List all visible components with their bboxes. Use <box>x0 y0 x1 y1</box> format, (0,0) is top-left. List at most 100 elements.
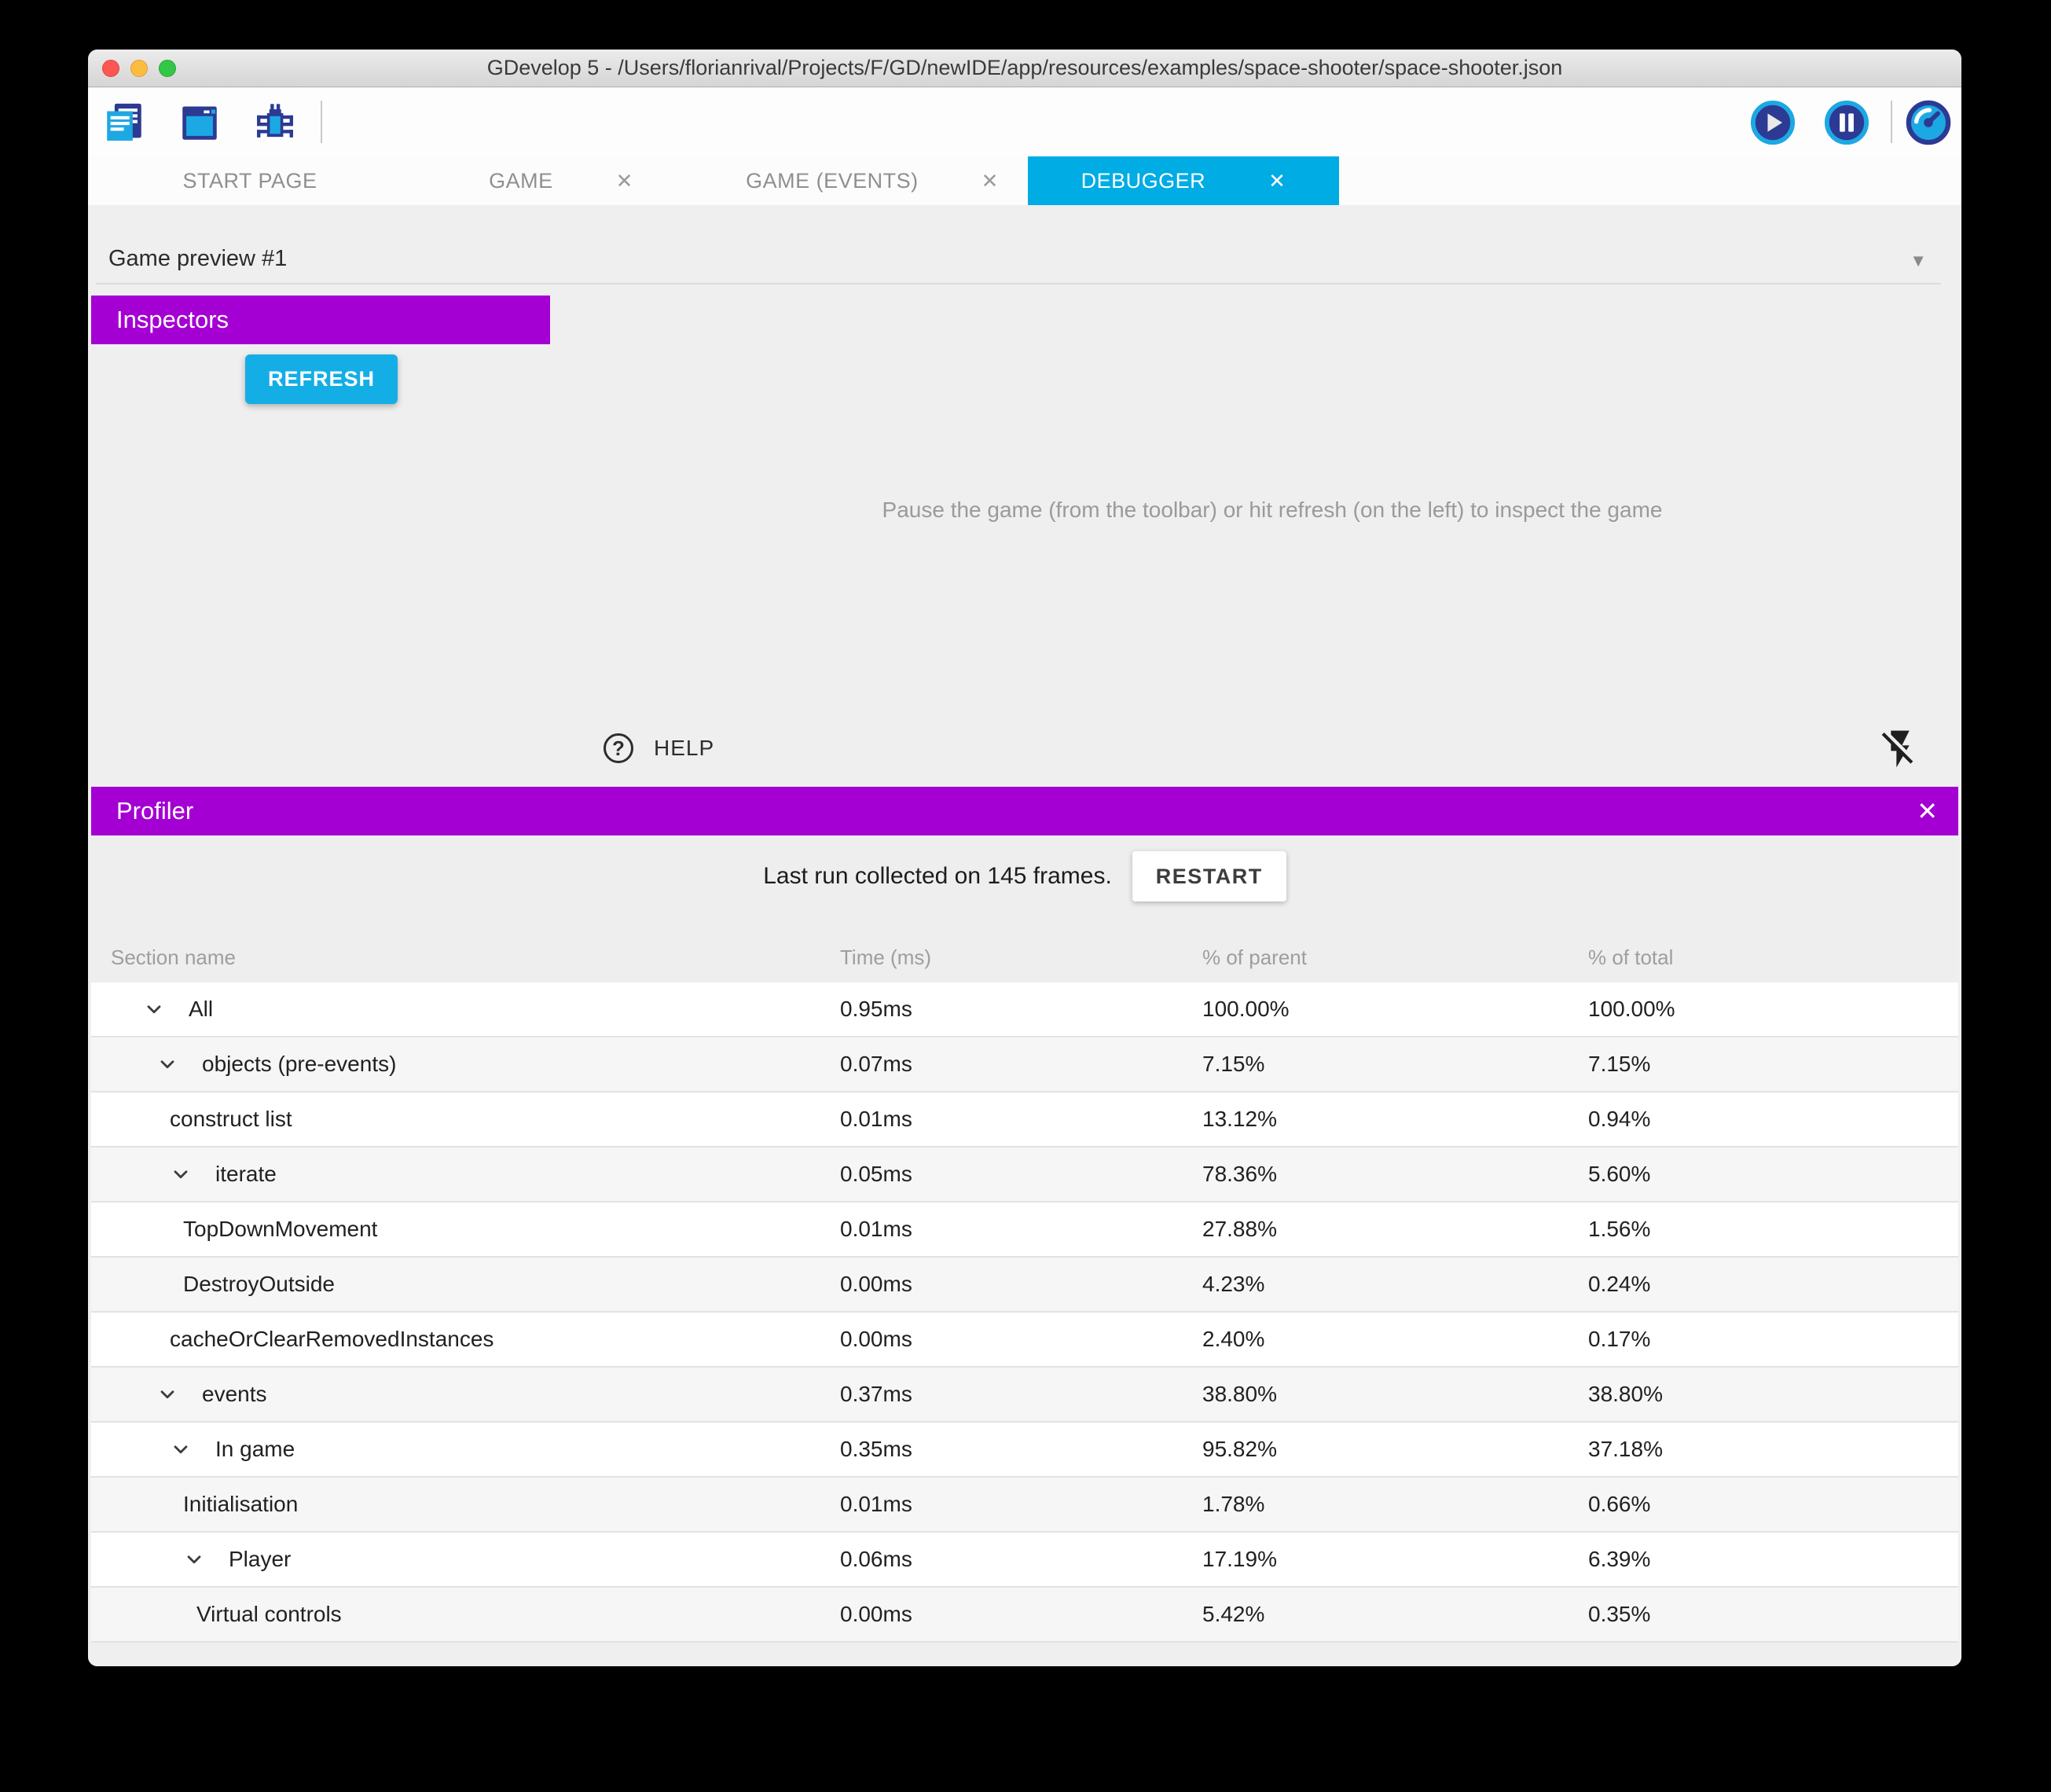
close-tab-icon[interactable]: ✕ <box>981 168 999 193</box>
section-name: events <box>202 1382 267 1406</box>
zoom-window-button[interactable] <box>159 60 176 77</box>
time-cell: 0.37ms <box>840 1382 912 1406</box>
time-cell: 0.00ms <box>840 1602 912 1626</box>
profiler-summary: Last run collected on 145 frames. <box>763 863 1112 889</box>
chevron-down-icon[interactable] <box>170 1438 192 1460</box>
percent-parent-cell: 5.42% <box>1202 1602 1265 1626</box>
close-tab-icon[interactable]: ✕ <box>1268 168 1286 193</box>
preview-selector-value: Game preview #1 <box>108 246 288 271</box>
debug-bug-icon <box>257 104 293 138</box>
play-button[interactable] <box>1749 99 1796 146</box>
time-cell: 0.06ms <box>840 1547 912 1571</box>
debugger-button[interactable] <box>251 99 299 146</box>
table-row[interactable]: Player 0.06ms 17.19% 6.39% <box>91 1533 1958 1588</box>
column-header-parent: % of parent <box>1202 946 1307 969</box>
tab-start-page[interactable]: START PAGE <box>94 156 405 205</box>
restart-button[interactable]: RESTART <box>1132 851 1286 902</box>
tab-label: START PAGE <box>182 168 317 193</box>
tab-game-events[interactable]: GAME (EVENTS) ✕ <box>717 156 1028 205</box>
title-bar: GDevelop 5 - /Users/florianrival/Project… <box>88 50 1961 87</box>
pause-button[interactable] <box>1823 99 1870 146</box>
table-row[interactable]: events 0.37ms 38.80% 38.80% <box>91 1368 1958 1423</box>
time-cell: 0.01ms <box>840 1217 912 1241</box>
traffic-lights <box>102 60 176 77</box>
close-profiler-icon[interactable]: ✕ <box>1917 797 1938 825</box>
table-row[interactable]: In game 0.35ms 95.82% 37.18% <box>91 1423 1958 1478</box>
play-icon <box>1750 100 1796 145</box>
section-name-cell: Initialisation <box>91 1478 298 1531</box>
preview-selector[interactable]: Game preview #1 ▼ <box>88 237 1961 285</box>
column-header-section: Section name <box>111 946 236 969</box>
table-row[interactable]: Virtual controls 0.00ms 5.42% 0.35% <box>91 1588 1958 1643</box>
section-name-cell: In game <box>91 1423 295 1476</box>
time-cell: 0.01ms <box>840 1492 912 1516</box>
tab-label: DEBUGGER <box>1081 168 1206 193</box>
percent-total-cell: 0.17% <box>1588 1327 1651 1351</box>
section-name: All <box>189 997 214 1021</box>
percent-total-cell: 0.24% <box>1588 1272 1651 1296</box>
inspectors-title: Inspectors <box>116 306 229 333</box>
section-name-cell: TopDownMovement <box>91 1203 377 1256</box>
tab-label: GAME (EVENTS) <box>746 168 919 193</box>
percent-total-cell: 7.15% <box>1588 1052 1651 1076</box>
toolbar-divider <box>321 101 322 143</box>
auto-refresh-toggle-button[interactable] <box>1878 727 1925 774</box>
percent-parent-cell: 78.36% <box>1202 1162 1277 1186</box>
profiler-button[interactable] <box>1905 99 1952 146</box>
table-row[interactable]: construct list 0.01ms 13.12% 0.94% <box>91 1092 1958 1148</box>
table-row[interactable]: cacheOrClearRemovedInstances 0.00ms 2.40… <box>91 1313 1958 1368</box>
selector-underline <box>96 283 1941 285</box>
section-name: iterate <box>215 1162 277 1186</box>
project-manager-button[interactable] <box>101 99 148 146</box>
section-name: DestroyOutside <box>183 1272 335 1296</box>
table-row[interactable]: DestroyOutside 0.00ms 4.23% 0.24% <box>91 1258 1958 1313</box>
percent-total-cell: 37.18% <box>1588 1437 1663 1461</box>
table-row[interactable]: All 0.95ms 100.00% 100.00% <box>91 982 1958 1037</box>
section-name-cell: DestroyOutside <box>91 1258 335 1311</box>
chevron-down-icon[interactable] <box>156 1383 178 1405</box>
app-window: GDevelop 5 - /Users/florianrival/Project… <box>88 50 1961 1666</box>
tab-debugger[interactable]: DEBUGGER ✕ <box>1028 156 1339 205</box>
chevron-down-icon[interactable] <box>143 998 165 1020</box>
percent-parent-cell: 100.00% <box>1202 997 1290 1021</box>
table-row[interactable]: objects (pre-events) 0.07ms 7.15% 7.15% <box>91 1037 1958 1092</box>
table-row[interactable]: iterate 0.05ms 78.36% 5.60% <box>91 1148 1958 1203</box>
percent-parent-cell: 38.80% <box>1202 1382 1277 1406</box>
section-name: objects (pre-events) <box>202 1052 397 1076</box>
preview-window-icon <box>182 106 217 140</box>
percent-parent-cell: 27.88% <box>1202 1217 1277 1241</box>
close-tab-icon[interactable]: ✕ <box>615 168 633 193</box>
time-cell: 0.95ms <box>840 997 912 1021</box>
minimize-window-button[interactable] <box>130 60 148 77</box>
tab-game[interactable]: GAME ✕ <box>405 156 717 205</box>
section-name: cacheOrClearRemovedInstances <box>170 1327 494 1351</box>
table-row[interactable]: TopDownMovement 0.01ms 27.88% 1.56% <box>91 1203 1958 1258</box>
pause-icon <box>1824 100 1869 145</box>
chevron-down-icon[interactable] <box>156 1053 178 1075</box>
section-name: construct list <box>170 1107 292 1131</box>
preview-window-button[interactable] <box>176 99 223 146</box>
percent-parent-cell: 7.15% <box>1202 1052 1265 1076</box>
profiler-header: Profiler ✕ <box>91 787 1958 835</box>
table-row[interactable]: Initialisation 0.01ms 1.78% 0.66% <box>91 1478 1958 1533</box>
toolbar-divider <box>1891 101 1892 143</box>
chevron-down-icon[interactable] <box>183 1548 205 1570</box>
section-name-cell: objects (pre-events) <box>91 1037 396 1091</box>
refresh-button[interactable]: REFRESH <box>245 354 398 404</box>
window-title: GDevelop 5 - /Users/florianrival/Project… <box>486 56 1563 79</box>
section-name: TopDownMovement <box>183 1217 378 1241</box>
inspector-empty-message: Pause the game (from the toolbar) or hit… <box>882 498 1663 522</box>
column-header-total: % of total <box>1588 946 1674 969</box>
close-window-button[interactable] <box>102 60 119 77</box>
percent-parent-cell: 2.40% <box>1202 1327 1265 1351</box>
percent-total-cell: 0.94% <box>1588 1107 1651 1131</box>
time-cell: 0.05ms <box>840 1162 912 1186</box>
tab-label: GAME <box>489 168 553 193</box>
chevron-down-icon[interactable] <box>170 1163 192 1185</box>
column-header-time: Time (ms) <box>840 946 932 969</box>
profiler-toolbar-area <box>91 835 1958 982</box>
help-button[interactable]: ? HELP <box>604 733 714 763</box>
percent-total-cell: 0.66% <box>1588 1492 1651 1516</box>
chevron-down-icon: ▼ <box>1910 251 1927 270</box>
